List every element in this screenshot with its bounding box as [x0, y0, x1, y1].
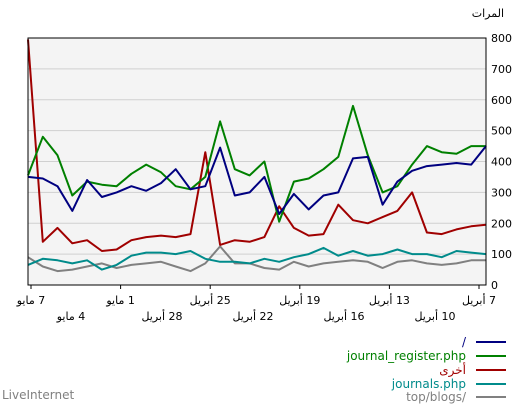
legend-label: top/blogs/ — [406, 389, 466, 404]
x-tick-label: 16 أبريل — [323, 309, 364, 323]
legend-item-other: أخرى — [439, 362, 506, 377]
legend-label: / — [461, 334, 466, 349]
y-tick-label: 600 — [491, 94, 512, 107]
legend-label: journal_register.php — [346, 348, 466, 363]
series-line-4 — [27, 245, 486, 273]
y-tick-label: 300 — [491, 186, 512, 199]
series-line-1 — [27, 104, 486, 223]
y-tick-label: 400 — [491, 156, 512, 169]
legend-label: أخرى — [439, 362, 466, 377]
x-tick-label: 28 أبريل — [141, 309, 182, 323]
legend-item-root: / — [462, 334, 506, 349]
y-tick-label: 700 — [491, 63, 512, 76]
series-line-3 — [27, 246, 487, 271]
x-tick-label: 22 أبريل — [232, 309, 273, 323]
y-tick-label: 800 — [491, 32, 512, 45]
series-line-0 — [27, 145, 487, 215]
x-tick-label: 25 أبريل — [190, 293, 231, 307]
legend-swatch — [476, 395, 506, 398]
legend-label: journals.php — [391, 376, 466, 391]
x-tick-label: 13 أبريل — [369, 293, 410, 307]
y-tick-label: 200 — [491, 217, 512, 230]
x-tick-label: 7 مايو — [16, 294, 45, 307]
y-tick-label: 100 — [491, 248, 512, 261]
x-tick-label: 10 أبريل — [414, 309, 455, 323]
legend-item-journals: journals.php — [392, 376, 506, 391]
y-tick-label: 0 — [491, 279, 498, 292]
x-tick-label: 7 أبريل — [462, 293, 496, 307]
legend-item-journal-register: journal_register.php — [347, 348, 506, 363]
legend-swatch — [476, 354, 506, 357]
x-tick-label: 1 مايو — [105, 294, 134, 307]
legend-swatch — [476, 340, 506, 343]
x-tick-label: 19 أبريل — [279, 293, 320, 307]
unit-label: المرات — [472, 7, 504, 20]
legend-item-top-blogs: top/blogs/ — [406, 389, 506, 404]
brand-label: LiveInternet — [2, 388, 75, 402]
legend-swatch — [476, 382, 506, 385]
x-tick-label: 4 مايو — [56, 310, 85, 323]
legend-swatch — [476, 368, 506, 371]
series-line-2 — [27, 39, 487, 252]
y-tick-label: 500 — [491, 125, 512, 138]
plot-area: 0 100 200 300 400 500 600 700 800 7 مايو 1 مايو 25 … — [16, 32, 512, 323]
plot-frame — [27, 37, 487, 286]
